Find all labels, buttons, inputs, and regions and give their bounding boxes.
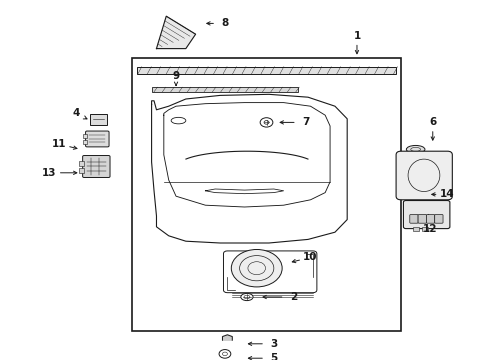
Bar <box>151 87 298 92</box>
Text: 13: 13 <box>41 168 56 178</box>
Text: 5: 5 <box>270 353 277 360</box>
FancyBboxPatch shape <box>395 151 451 200</box>
Ellipse shape <box>240 293 253 301</box>
Text: 7: 7 <box>301 117 309 127</box>
Circle shape <box>231 249 282 287</box>
Circle shape <box>260 118 272 127</box>
Bar <box>412 227 418 231</box>
FancyBboxPatch shape <box>409 215 417 223</box>
FancyBboxPatch shape <box>90 114 107 125</box>
FancyBboxPatch shape <box>82 156 110 177</box>
Text: 1: 1 <box>353 31 360 41</box>
FancyBboxPatch shape <box>403 201 449 229</box>
Text: 3: 3 <box>270 339 277 349</box>
Text: 4: 4 <box>72 108 80 118</box>
Bar <box>83 140 87 144</box>
Text: 10: 10 <box>303 252 317 262</box>
FancyBboxPatch shape <box>85 131 109 147</box>
Ellipse shape <box>406 145 424 153</box>
Text: 6: 6 <box>428 117 435 127</box>
Bar <box>83 134 87 138</box>
Bar <box>79 161 84 166</box>
Text: 8: 8 <box>221 18 228 28</box>
Text: 14: 14 <box>439 189 454 199</box>
FancyBboxPatch shape <box>426 215 434 223</box>
Bar <box>137 67 395 74</box>
Circle shape <box>219 350 230 358</box>
Text: 2: 2 <box>289 292 296 302</box>
Text: 11: 11 <box>51 139 66 149</box>
FancyBboxPatch shape <box>417 215 426 223</box>
Text: 12: 12 <box>422 224 437 234</box>
Bar <box>79 168 84 173</box>
Text: 9: 9 <box>172 71 179 81</box>
Bar <box>421 227 427 231</box>
Bar <box>132 58 400 331</box>
Polygon shape <box>222 335 232 340</box>
Polygon shape <box>156 16 195 49</box>
FancyBboxPatch shape <box>434 215 442 223</box>
